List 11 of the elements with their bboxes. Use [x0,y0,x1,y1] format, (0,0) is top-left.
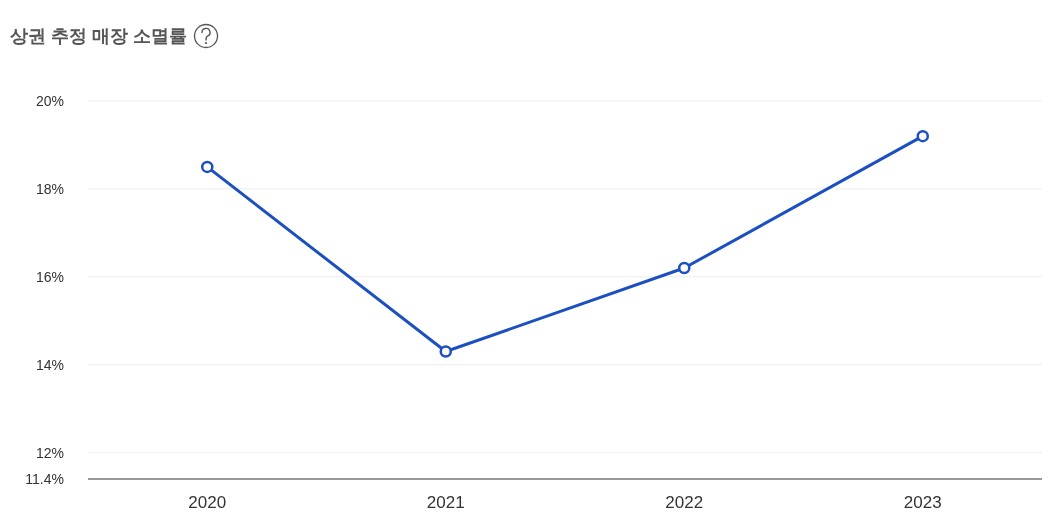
ytick-label: 16% [35,268,64,285]
xtick-label: 2023 [903,492,942,512]
ytick-label: 18% [35,180,64,197]
xtick-label: 2020 [188,492,227,512]
ytick-label: 12% [35,444,64,461]
ytick-label: 11.4% [25,471,64,487]
title: 상권 추정 매장 소멸률 [10,26,187,46]
ytick-label: 20% [35,93,64,109]
xtick-label: 2021 [426,492,465,512]
ytick-label: 14% [35,356,64,373]
xtick-label: 2022 [665,492,704,512]
